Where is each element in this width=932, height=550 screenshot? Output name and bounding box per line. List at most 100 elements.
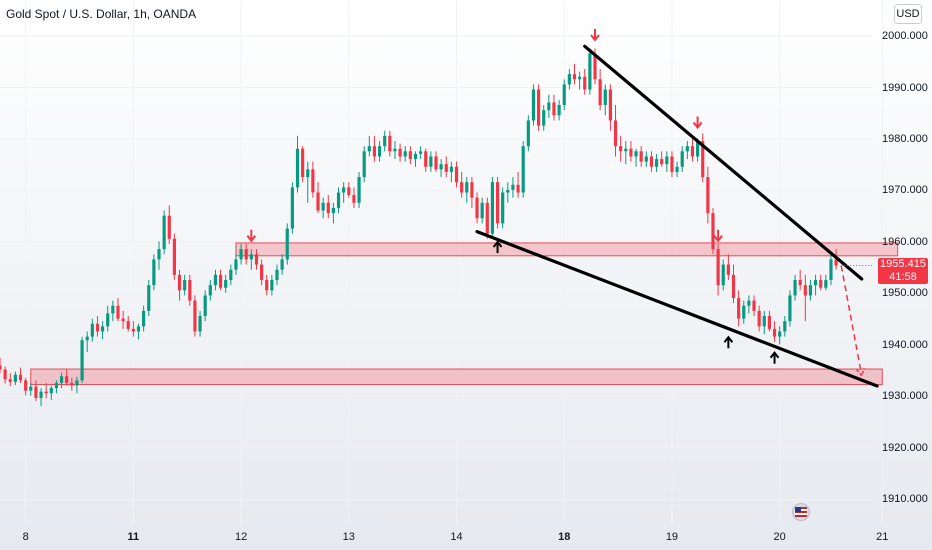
up-arrow-head: [723, 335, 734, 343]
candle-body: [803, 285, 807, 296]
candle-body: [644, 156, 648, 162]
candle-body: [290, 187, 294, 229]
candle-body: [675, 166, 679, 172]
candle-body: [747, 300, 751, 306]
candle-body: [516, 184, 520, 193]
candle-body: [285, 228, 289, 260]
candle-body: [752, 300, 756, 311]
candle-body: [121, 318, 125, 322]
us-flag-icon[interactable]: [792, 503, 810, 521]
candle-body: [126, 321, 130, 329]
candle-body: [701, 141, 705, 178]
candle-body: [372, 146, 377, 157]
candle-body: [793, 280, 797, 296]
candle-body: [75, 380, 79, 386]
candle-body: [680, 151, 684, 167]
candle-body: [383, 135, 387, 147]
candle-body: [419, 151, 423, 154]
candle-body: [106, 313, 110, 327]
candle-body: [726, 264, 730, 275]
candle-body: [480, 202, 484, 219]
candle-body: [295, 148, 300, 188]
support-trendline: [475, 230, 879, 388]
candle-body: [757, 310, 761, 327]
candle-body: [8, 379, 12, 382]
candle-body: [788, 295, 792, 322]
candle-body: [593, 53, 597, 80]
candle-body: [639, 151, 643, 162]
candle-body: [95, 323, 100, 332]
price-tick-label: 1950.000: [882, 287, 928, 300]
candle-body: [808, 285, 813, 296]
candle-body: [65, 376, 69, 383]
currency-button[interactable]: USD: [894, 4, 922, 24]
price-tick-label: 1920.000: [882, 441, 928, 454]
candle-body: [157, 249, 161, 260]
candle-body: [244, 249, 248, 260]
candle-body: [408, 151, 412, 160]
candle-body: [798, 280, 802, 286]
candle-body: [711, 213, 715, 250]
candle-body: [229, 269, 233, 280]
candle-body: [660, 159, 664, 165]
candle-body: [562, 84, 566, 105]
candle-body: [44, 391, 48, 394]
candle-body: [388, 135, 392, 152]
candle-body: [218, 274, 223, 288]
candle-body: [254, 254, 259, 265]
candle-body: [29, 386, 33, 391]
candle-body: [18, 374, 23, 381]
down-arrow-head: [246, 235, 257, 243]
candle-body: [413, 153, 418, 160]
candle-body: [352, 195, 356, 203]
symbol-title[interactable]: Gold Spot / U.S. Dollar, 1h, OANDA: [6, 7, 197, 21]
candle-body: [424, 151, 428, 167]
candle-body: [624, 148, 628, 152]
time-tick-label: 12: [234, 531, 248, 543]
candle-body: [167, 215, 171, 239]
candle-body: [454, 166, 459, 183]
candle-body: [316, 192, 320, 211]
candle-body: [116, 305, 120, 319]
candle-body: [260, 264, 264, 280]
resistance-zone: [235, 242, 899, 257]
candle-body: [342, 187, 346, 193]
candle-body: [131, 328, 135, 332]
candle-body: [731, 274, 736, 299]
time-tick-label: 19: [665, 531, 679, 543]
candle-body: [249, 254, 253, 260]
candle-body: [778, 331, 782, 337]
candle-body: [572, 74, 577, 80]
candle-body: [275, 269, 279, 280]
candle-body: [49, 388, 53, 394]
candle-body: [696, 141, 700, 157]
candle-body: [239, 249, 243, 260]
candle-body: [336, 192, 341, 208]
candle-body: [465, 182, 469, 193]
price-tick-label: 1970.000: [882, 184, 928, 197]
candle-body: [670, 156, 674, 172]
projection-arrow: [840, 265, 863, 376]
candle-body: [234, 259, 238, 270]
candle-body: [767, 316, 772, 329]
candle-body: [654, 159, 659, 167]
candle-body: [649, 156, 654, 167]
resistance-trendline: [583, 44, 864, 281]
candle-body: [475, 197, 479, 219]
time-tick-label: 21: [876, 531, 889, 543]
price-tick-label: 1980.000: [882, 132, 928, 145]
candle-body: [598, 79, 602, 105]
candle-body: [429, 156, 433, 167]
candle-body: [270, 280, 274, 291]
candle-body: [603, 89, 607, 105]
last-price-value: 1955.415: [880, 258, 926, 270]
candle-body: [531, 89, 536, 121]
candle-body: [783, 321, 787, 332]
candle-body: [208, 285, 212, 296]
candle-body: [362, 151, 366, 178]
up-arrow-head: [492, 240, 503, 248]
time-tick-label: 13: [342, 531, 355, 543]
candle-body: [90, 323, 94, 337]
